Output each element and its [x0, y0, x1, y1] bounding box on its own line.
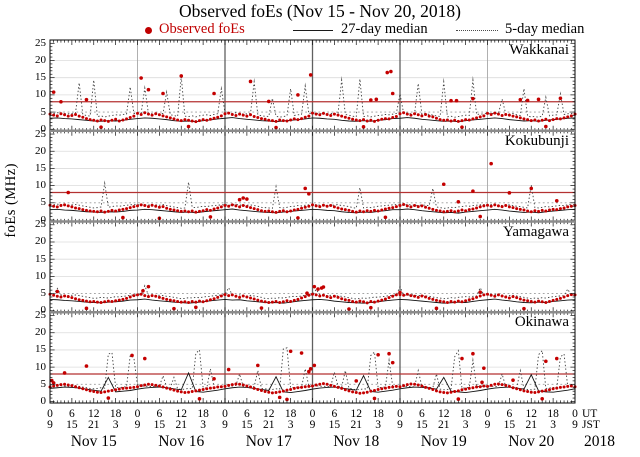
jst-hour-label: 9	[309, 419, 316, 431]
ut-hour-label: 18	[547, 408, 559, 420]
chart-title: Observed foEs (Nov 15 - Nov 20, 2018)	[179, 1, 461, 21]
jst-hour-label: 9	[47, 419, 53, 431]
ut-hour-label: 0	[134, 408, 141, 420]
y-tick-label: 20	[35, 53, 46, 66]
jst-hour-label: 15	[66, 419, 78, 431]
jst-hour-label: 3	[112, 419, 119, 431]
jst-hour-label: 21	[263, 419, 275, 431]
station-label-kokubunji: Kokubunji	[504, 132, 569, 149]
ut-hour-label: 12	[438, 408, 450, 420]
jst-hour-label: 15	[241, 419, 253, 431]
jst-hour-label: 9	[397, 419, 403, 431]
y-tick-label: 15	[35, 161, 46, 174]
jst-hour-label: 21	[88, 419, 100, 431]
ut-hour-label: 18	[372, 408, 384, 420]
y-tick-label: 5	[40, 196, 47, 209]
ut-hour-label: 6	[419, 408, 425, 420]
y-tick-label: 0	[40, 213, 47, 226]
jst-hour-label: 15	[503, 419, 516, 431]
ut-hour-label: 6	[244, 408, 250, 420]
date-label: Nov 15	[70, 433, 117, 450]
jst-hour-label: 9	[134, 419, 141, 431]
ut-hour-label: 12	[350, 408, 363, 420]
dotted-line-icon	[456, 30, 498, 31]
y-tick-label: 5	[40, 105, 47, 118]
jst-hour-label: 3	[287, 419, 294, 431]
ut-hour-label: 0	[484, 408, 491, 420]
ut-hour-label: 0	[397, 408, 403, 420]
jst-hour-label: 15	[153, 419, 166, 431]
station-label-okinawa: Okinawa	[514, 314, 569, 331]
jst-hour-label: 21	[438, 419, 450, 431]
y-tick-label: 10	[35, 269, 46, 282]
y-tick-label: 0	[40, 304, 47, 317]
y-tick-label: 10	[35, 360, 46, 373]
jst-hour-label: 9	[484, 419, 491, 431]
jst-hour-label: 21	[525, 419, 538, 431]
station-label-wakkanai: Wakkanai	[509, 42, 569, 58]
ut-hour-label: 12	[263, 408, 275, 420]
legend-median5-label: 5-day median	[505, 21, 585, 37]
jst-hour-label: 3	[375, 419, 381, 431]
ut-hour-label: 0	[309, 408, 316, 420]
y-tick-label: 25	[35, 309, 46, 322]
date-label: Nov 18	[333, 433, 380, 450]
ut-hour-label: 6	[69, 408, 75, 420]
jst-axis-label: JST	[582, 419, 600, 431]
y-tick-label: 0	[40, 122, 47, 135]
y-tick-label: 5	[40, 377, 47, 390]
y-tick-label: 15	[35, 71, 46, 84]
y-tick-label: 0	[40, 395, 47, 407]
y-tick-label: 25	[35, 36, 46, 49]
ut-hour-label: 6	[331, 408, 338, 420]
ut-hour-label: 12	[525, 408, 538, 420]
jst-hour-label: 3	[200, 419, 206, 431]
y-tick-label: 20	[35, 326, 46, 339]
y-tick-label: 15	[35, 343, 46, 356]
jst-hour-label: 21	[350, 419, 363, 431]
y-tick-label: 25	[35, 127, 46, 140]
y-tick-label: 20	[35, 235, 46, 248]
ut-hour-label: 0	[222, 408, 228, 420]
jst-hour-label: 21	[175, 419, 188, 431]
observed-dot-icon	[145, 27, 152, 34]
ut-hour-label: 6	[156, 408, 163, 420]
ut-hour-label: 6	[506, 408, 513, 420]
ut-hour-label: 18	[284, 408, 297, 420]
ut-hour-label: 0	[572, 408, 578, 420]
ut-axis-label: UT	[582, 408, 598, 420]
jst-hour-label: 3	[462, 419, 469, 431]
y-tick-label: 15	[35, 252, 46, 265]
legend-median27-label: 27-day median	[341, 21, 428, 37]
solid-line-icon	[293, 30, 333, 31]
station-label-yamagawa: Yamagawa	[503, 223, 569, 240]
year-label: 2018	[584, 433, 615, 450]
y-tick-label: 20	[35, 144, 46, 157]
date-label: Nov 19	[420, 433, 467, 450]
ut-hour-label: 12	[88, 408, 100, 420]
jst-hour-label: 9	[222, 419, 228, 431]
ut-hour-label: 18	[197, 408, 209, 420]
ut-hour-label: 12	[175, 408, 188, 420]
y-tick-label: 25	[35, 218, 46, 231]
jst-hour-label: 15	[416, 419, 428, 431]
jst-hour-label: 3	[550, 419, 556, 431]
legend-observed-label: Observed foEs	[159, 21, 245, 37]
y-tick-label: 10	[35, 179, 46, 192]
jst-hour-label: 9	[572, 419, 578, 431]
ut-hour-label: 0	[47, 408, 53, 420]
jst-hour-label: 15	[328, 419, 341, 431]
y-tick-label: 5	[40, 287, 47, 300]
ut-hour-label: 18	[459, 408, 472, 420]
date-label: Nov 20	[508, 433, 555, 450]
date-label: Nov 17	[245, 433, 292, 450]
ut-hour-label: 18	[109, 408, 122, 420]
y-tick-label: 10	[35, 88, 46, 101]
date-label: Nov 16	[158, 433, 205, 450]
